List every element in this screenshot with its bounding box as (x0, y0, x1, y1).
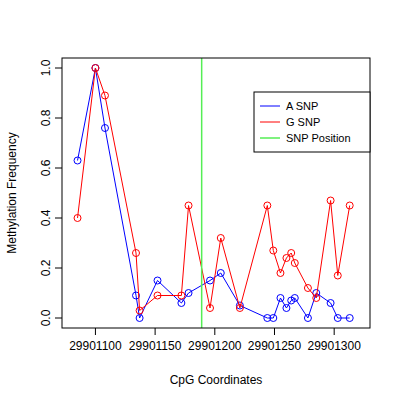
series-point (92, 65, 99, 72)
series-point (217, 235, 224, 242)
series-point (74, 215, 81, 222)
y-tick-label: 0.0 (39, 309, 53, 326)
y-tick (55, 118, 62, 119)
series-point (101, 92, 108, 99)
series-point (327, 300, 334, 307)
series-point (207, 305, 214, 312)
x-tick-label: 29901150 (129, 339, 182, 353)
series-point (207, 277, 214, 284)
legend: A SNP G SNP SNP Position (254, 92, 370, 152)
series-point (154, 277, 161, 284)
series-point (270, 315, 277, 322)
chart: 29901100 29901150 29901200 29901250 29901300… (0, 0, 400, 400)
series-point (277, 295, 284, 302)
series-point (288, 250, 295, 257)
series-point (217, 270, 224, 277)
series-point (291, 295, 298, 302)
series-point (74, 157, 81, 164)
snp-line (201, 58, 203, 328)
series-point (313, 295, 320, 302)
series-point (154, 292, 161, 299)
series-line (78, 68, 350, 311)
y-tick (55, 168, 62, 169)
series-point (291, 260, 298, 267)
series-point (178, 292, 185, 299)
x-tick (155, 328, 156, 335)
x-tick (334, 328, 335, 335)
series-point (264, 202, 271, 209)
legend-swatch (260, 122, 280, 123)
y-tick-label: 0.2 (39, 259, 53, 276)
series-point (133, 250, 140, 257)
plot-frame (62, 58, 370, 328)
series-point (283, 305, 290, 312)
y-tick (55, 68, 62, 69)
legend-box (254, 92, 370, 152)
series-point (334, 272, 341, 279)
legend-label: A SNP (286, 100, 318, 112)
y-tick (55, 218, 62, 219)
series-point (304, 315, 311, 322)
series-point (101, 125, 108, 132)
series-point (270, 247, 277, 254)
y-tick (55, 268, 62, 269)
y-tick (55, 318, 62, 319)
x-axis-label: CpG Coordinates (170, 373, 263, 387)
y-tick-label: 0.8 (39, 109, 53, 126)
legend-label: SNP Position (286, 132, 351, 144)
x-tick (214, 328, 215, 335)
x-tick-label: 29901250 (248, 339, 302, 353)
series-point (334, 315, 341, 322)
x-tick-label: 29901100 (69, 339, 122, 353)
series-point (185, 290, 192, 297)
y-axis-label: Methylation Frequency (5, 132, 19, 253)
y-tick-label: 1.0 (39, 59, 53, 76)
series-point (136, 315, 143, 322)
series-line (78, 68, 350, 318)
series-point (185, 202, 192, 209)
chart-container: 29901100 29901150 29901200 29901250 29901300… (0, 0, 400, 400)
x-tick-label: 29901200 (188, 339, 242, 353)
legend-swatch (260, 106, 280, 107)
x-tick (95, 328, 96, 335)
x-tick-label: 29901300 (307, 339, 361, 353)
series-point (346, 315, 353, 322)
legend-swatch (260, 137, 280, 139)
x-tick (274, 328, 275, 335)
series-point (304, 285, 311, 292)
y-tick-label: 0.4 (39, 209, 53, 226)
series-point (327, 197, 334, 204)
series-point (136, 307, 143, 314)
series-point (346, 202, 353, 209)
series-point (277, 270, 284, 277)
legend-label: G SNP (286, 116, 320, 128)
series-point (178, 300, 185, 307)
series-point (236, 305, 243, 312)
y-tick-label: 0.6 (39, 159, 53, 176)
